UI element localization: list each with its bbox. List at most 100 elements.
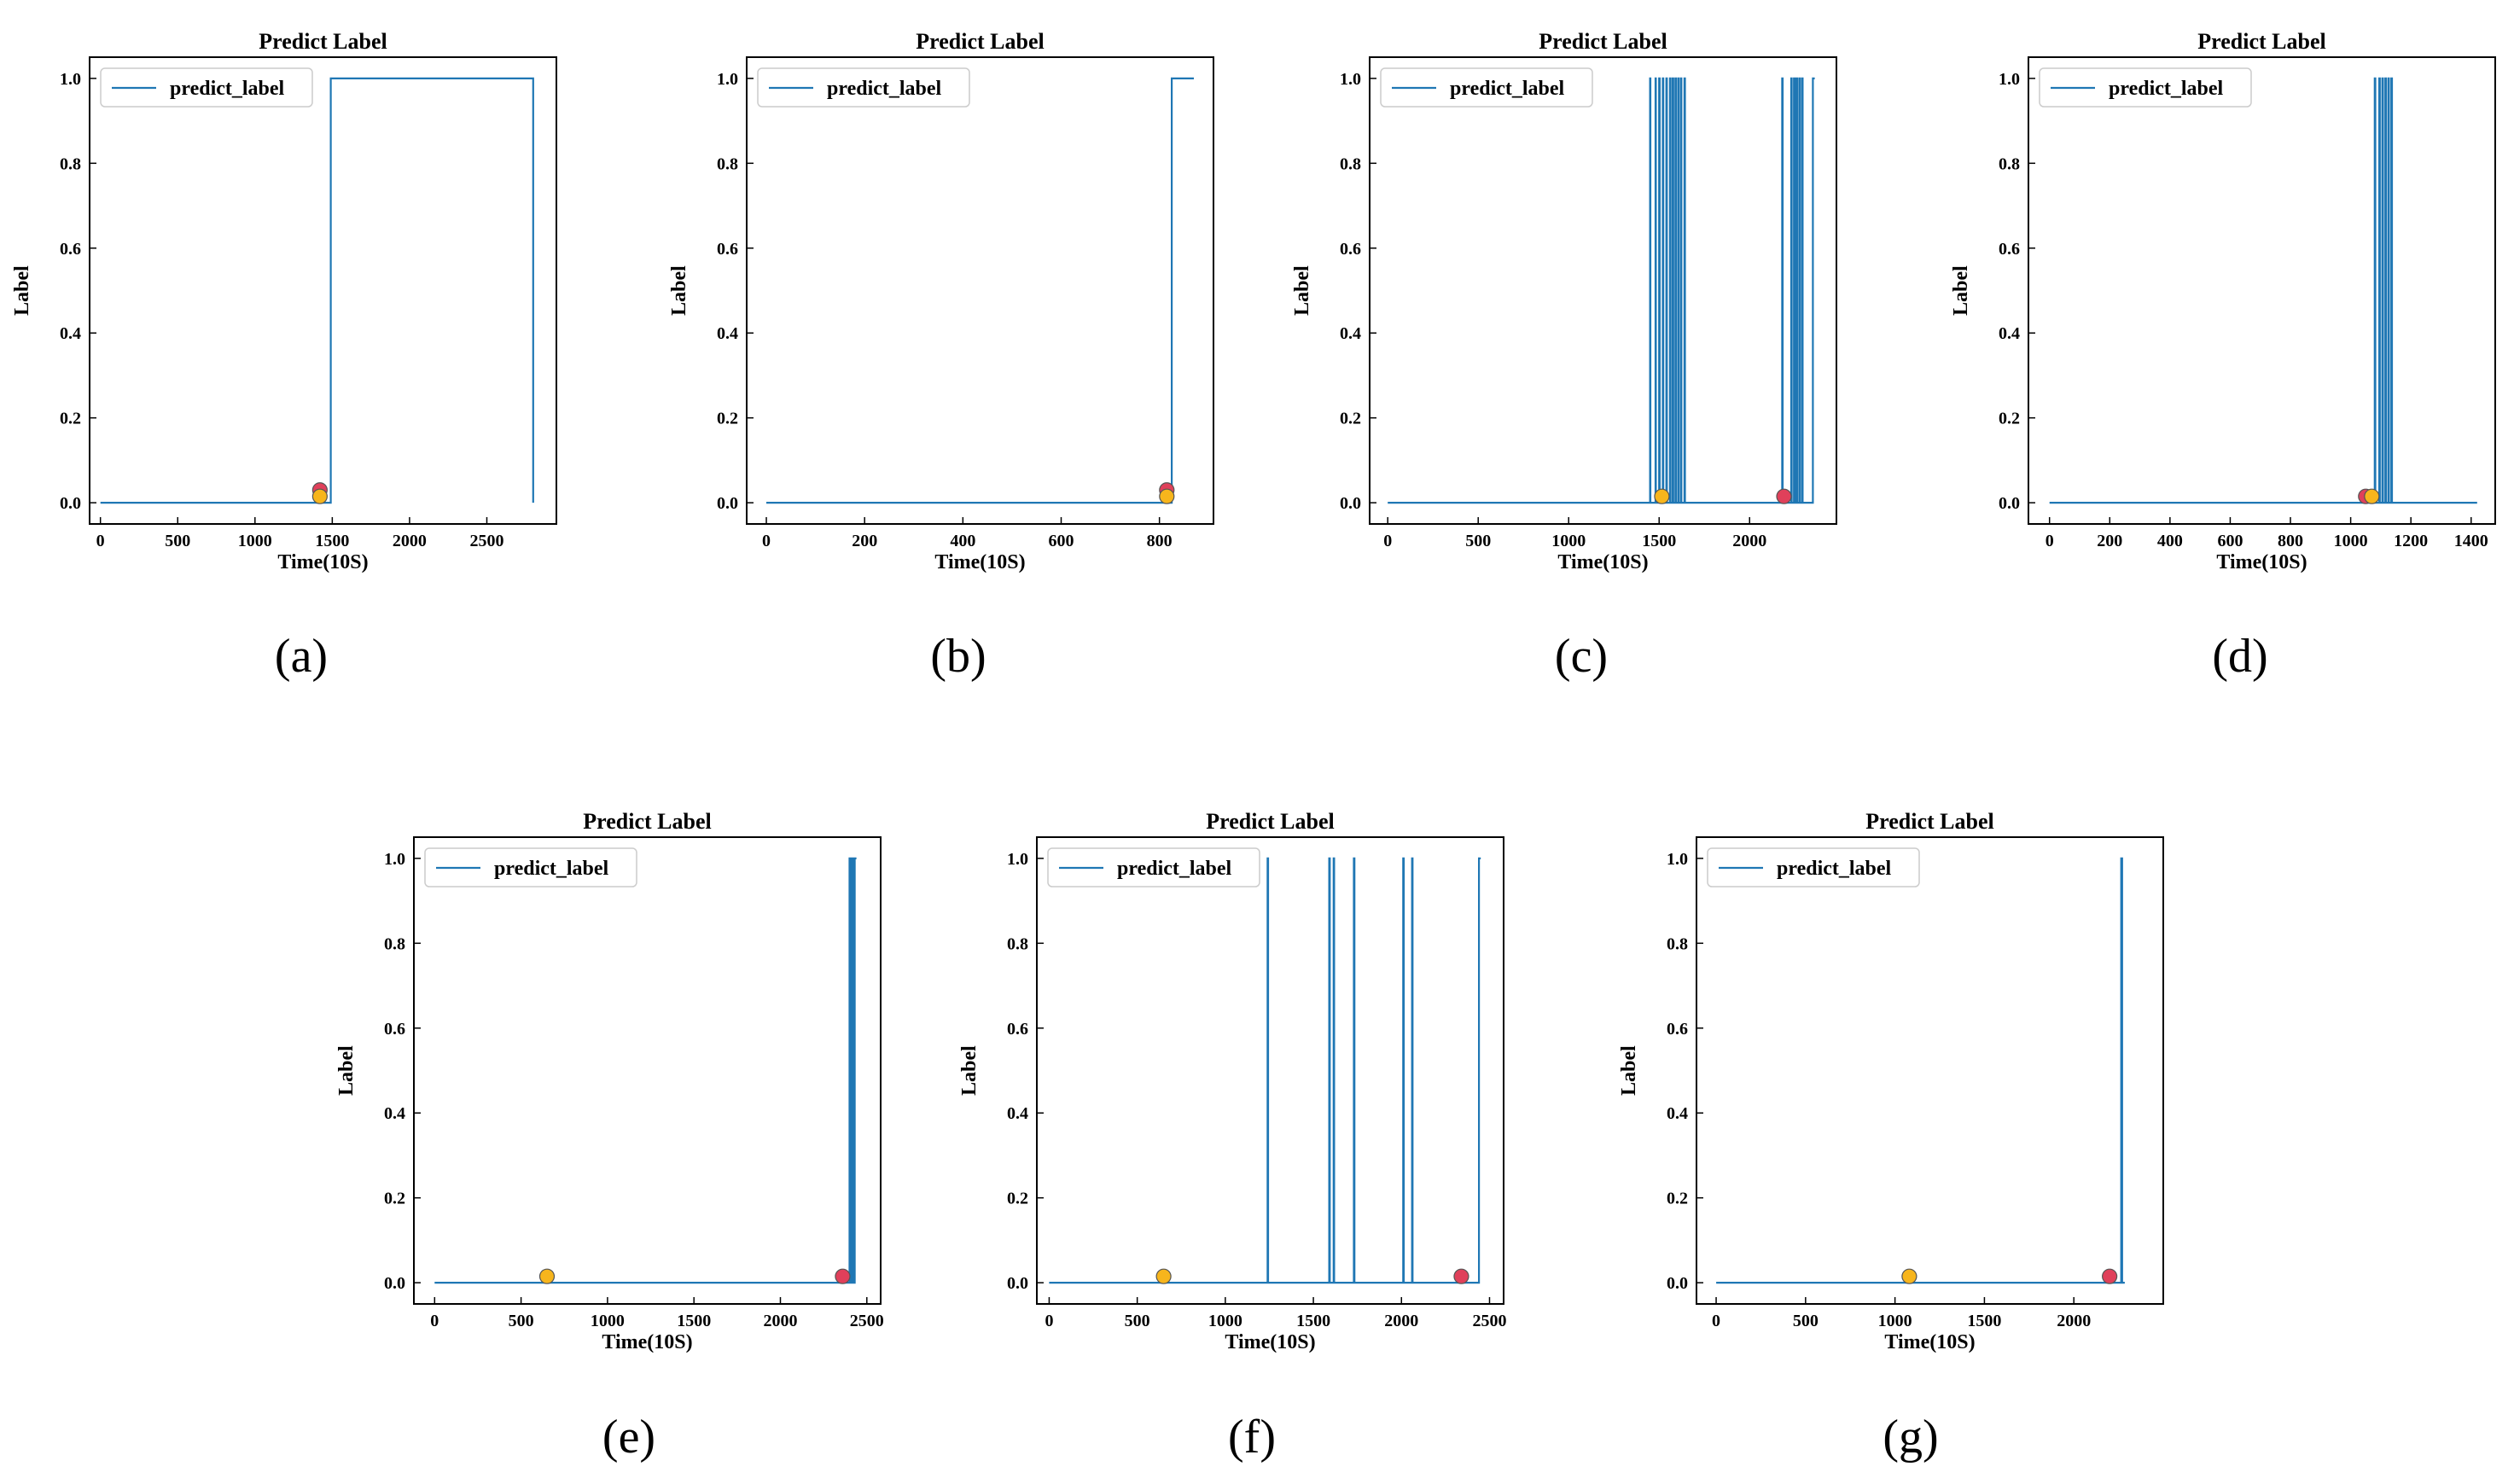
y-tick-label: 0.8 xyxy=(60,154,81,173)
y-tick-label: 0.8 xyxy=(1007,934,1028,953)
y-axis-label: Label xyxy=(958,1045,981,1096)
x-tick-label: 400 xyxy=(950,532,975,550)
legend-box xyxy=(2039,67,2252,108)
chart-panel: Predict Label 0 200 400 600 800 1000 1200 1400 0.… xyxy=(1950,29,2496,683)
legend-box xyxy=(424,847,637,887)
marker-orange xyxy=(1654,488,1670,504)
x-tick-label: 2000 xyxy=(1384,1312,1418,1330)
y-tick-label: 0.2 xyxy=(1999,410,2020,428)
series-line-predict-label xyxy=(434,857,857,1284)
legend: predict_label xyxy=(1707,847,1920,887)
legend: predict_label xyxy=(424,847,637,887)
axes-frame xyxy=(89,56,557,525)
x-tick-label: 2000 xyxy=(2057,1312,2091,1330)
x-tick-label: 600 xyxy=(1049,532,1074,550)
chart-panel: Predict Label 0 500 1000 1500 2000 2500 0.0 0.2 0… xyxy=(335,809,884,1464)
y-tick-label: 0.8 xyxy=(384,934,405,953)
marker-orange xyxy=(1159,488,1175,504)
y-tick-label: 0.4 xyxy=(1667,1104,1688,1123)
y-tick-label: 0.0 xyxy=(1340,494,1361,513)
marker-red xyxy=(2102,1268,2118,1284)
x-tick-label: 1500 xyxy=(1296,1312,1330,1330)
x-tick-label: 200 xyxy=(2097,532,2122,550)
y-tick-label: 0.2 xyxy=(1340,410,1361,428)
plot-area xyxy=(1388,77,1815,504)
y-axis-label: Label xyxy=(1950,265,1972,316)
series-line-predict-label xyxy=(766,77,1194,504)
chart-title: Predict Label xyxy=(1539,29,1667,54)
chart-title: Predict Label xyxy=(1865,809,1993,834)
legend-label: predict_label xyxy=(170,78,285,100)
plot-area xyxy=(2049,77,2477,504)
axes-frame xyxy=(413,836,882,1305)
y-tick-label: 0.6 xyxy=(717,240,738,259)
legend-label: predict_label xyxy=(1777,858,1892,880)
marker-orange xyxy=(2364,488,2380,504)
y-tick-label: 0.2 xyxy=(1007,1190,1028,1208)
y-tick-label: 0.2 xyxy=(1667,1190,1688,1208)
x-tick-label: 600 xyxy=(2217,532,2243,550)
legend-box xyxy=(1380,67,1593,108)
y-tick-label: 1.0 xyxy=(1007,850,1028,869)
x-tick-label: 0 xyxy=(1383,532,1392,550)
x-axis-label: Time(10S) xyxy=(2216,551,2307,573)
y-tick-label: 0.0 xyxy=(1007,1274,1028,1293)
axes-frame xyxy=(1696,836,2164,1305)
x-tick-label: 1000 xyxy=(1208,1312,1242,1330)
x-tick-label: 400 xyxy=(2157,532,2183,550)
x-tick-label: 1400 xyxy=(2454,532,2488,550)
legend-box xyxy=(100,67,313,108)
x-axis-label: Time(10S) xyxy=(602,1331,692,1353)
x-tick-label: 1500 xyxy=(1967,1312,2001,1330)
y-tick-label: 0.6 xyxy=(1999,240,2020,259)
y-axis-label: Label xyxy=(1291,265,1313,316)
x-tick-label: 2000 xyxy=(1732,532,1766,550)
x-tick-label: 500 xyxy=(165,532,190,550)
y-tick-label: 0.2 xyxy=(384,1190,405,1208)
x-tick-label: 1500 xyxy=(1642,532,1676,550)
y-tick-label: 0.4 xyxy=(384,1104,405,1123)
chart-title: Predict Label xyxy=(259,29,387,54)
x-tick-label: 1000 xyxy=(2334,532,2368,550)
legend-label: predict_label xyxy=(2109,78,2224,100)
y-tick-label: 0.0 xyxy=(60,494,81,513)
axes-frame xyxy=(2028,56,2496,525)
x-tick-label: 0 xyxy=(96,532,105,550)
marker-red xyxy=(835,1268,851,1284)
chart-panel: Predict Label 0 200 400 600 800 0.0 0.2 0.4 0.6 0.… xyxy=(668,29,1214,683)
plot-area xyxy=(434,857,857,1284)
y-tick-label: 0.6 xyxy=(1007,1020,1028,1039)
chart-panel: Predict Label 0 500 1000 1500 2000 2500 0.0 0.2 0… xyxy=(958,809,1506,1464)
chart-title: Predict Label xyxy=(583,809,711,834)
series-line-predict-label xyxy=(1716,857,2125,1284)
panel-label: (b) xyxy=(930,630,986,683)
y-axis-label: Label xyxy=(335,1045,358,1096)
marker-red xyxy=(1776,488,1792,504)
panel-label: (e) xyxy=(602,1411,655,1464)
legend-label: predict_label xyxy=(827,78,942,100)
y-tick-label: 0.0 xyxy=(1667,1274,1688,1293)
y-tick-label: 0.2 xyxy=(717,410,738,428)
x-axis-label: Time(10S) xyxy=(1225,1331,1315,1353)
series-line-predict-label xyxy=(1049,857,1481,1284)
legend-box xyxy=(1047,847,1260,887)
x-tick-label: 1000 xyxy=(1878,1312,1912,1330)
x-tick-label: 0 xyxy=(1712,1312,1720,1330)
x-tick-label: 0 xyxy=(762,532,771,550)
chart-panel: Predict Label 0 500 1000 1500 2000 2500 0.0 0.2 0… xyxy=(11,29,557,683)
marker-orange xyxy=(311,488,328,504)
x-tick-label: 500 xyxy=(509,1312,534,1330)
axes-frame xyxy=(1036,836,1504,1305)
y-tick-label: 0.2 xyxy=(60,410,81,428)
plot-area xyxy=(1716,857,2125,1284)
y-tick-label: 0.0 xyxy=(384,1274,405,1293)
chart-panel: Predict Label 0 500 1000 1500 2000 0.0 0.2 0.4 0.… xyxy=(1618,809,2164,1464)
y-tick-label: 0.4 xyxy=(1999,324,2020,343)
panel-label: (f) xyxy=(1228,1411,1276,1464)
x-tick-label: 1000 xyxy=(591,1312,625,1330)
x-tick-label: 200 xyxy=(852,532,877,550)
x-tick-label: 2500 xyxy=(469,532,503,550)
y-tick-label: 0.6 xyxy=(384,1020,405,1039)
plot-area xyxy=(1049,857,1481,1284)
